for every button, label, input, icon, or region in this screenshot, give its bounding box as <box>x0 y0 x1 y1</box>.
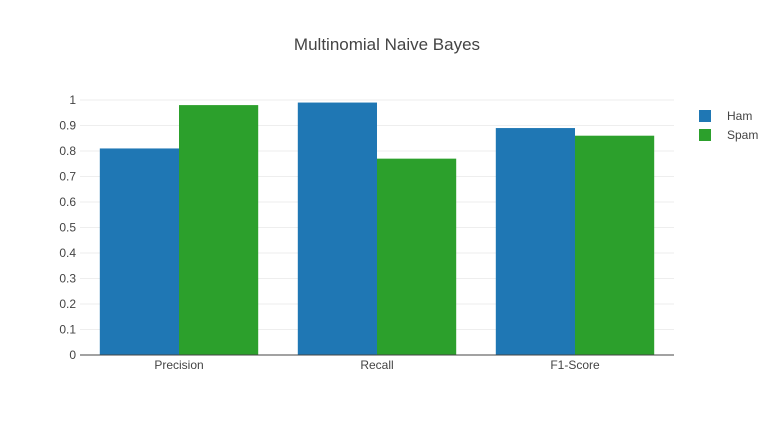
bar-ham-f1-score[interactable] <box>495 128 575 355</box>
y-tick-label: 0.2 <box>59 297 76 311</box>
y-tick-label: 0.8 <box>59 144 76 158</box>
legend-item-spam[interactable]: Spam <box>699 128 758 142</box>
x-tick-label: Precision <box>154 358 203 372</box>
y-tick-label: 0.7 <box>59 170 76 184</box>
x-tick-label: F1-Score <box>550 358 600 372</box>
legend[interactable]: Ham Spam <box>699 109 758 142</box>
y-axis-ticks: 0 0.1 0.2 0.3 0.4 0.5 0.6 0.7 0.8 0.9 1 <box>59 93 76 362</box>
x-axis-ticks: Precision Recall F1-Score <box>154 358 600 372</box>
bar-ham-precision[interactable] <box>99 148 179 355</box>
bar-spam-recall[interactable] <box>377 158 457 355</box>
bar-spam-precision[interactable] <box>179 105 259 355</box>
y-tick-label: 0.6 <box>59 195 76 209</box>
legend-label: Ham <box>727 109 752 123</box>
y-tick-label: 0.5 <box>59 221 76 235</box>
y-tick-label: 0.1 <box>59 323 76 337</box>
bar-ham-recall[interactable] <box>297 102 377 355</box>
x-tick-label: Recall <box>360 358 393 372</box>
y-tick-label: 0.9 <box>59 119 76 133</box>
legend-item-ham[interactable]: Ham <box>699 109 752 123</box>
legend-label: Spam <box>727 128 758 142</box>
y-tick-label: 1 <box>69 93 76 107</box>
legend-swatch <box>699 129 711 141</box>
y-tick-label: 0.4 <box>59 246 76 260</box>
y-tick-label: 0 <box>69 348 76 362</box>
y-tick-label: 0.3 <box>59 272 76 286</box>
legend-swatch <box>699 110 711 122</box>
bars <box>99 102 655 355</box>
chart-title: Multinomial Naive Bayes <box>294 35 480 54</box>
bar-spam-f1-score[interactable] <box>575 135 655 355</box>
